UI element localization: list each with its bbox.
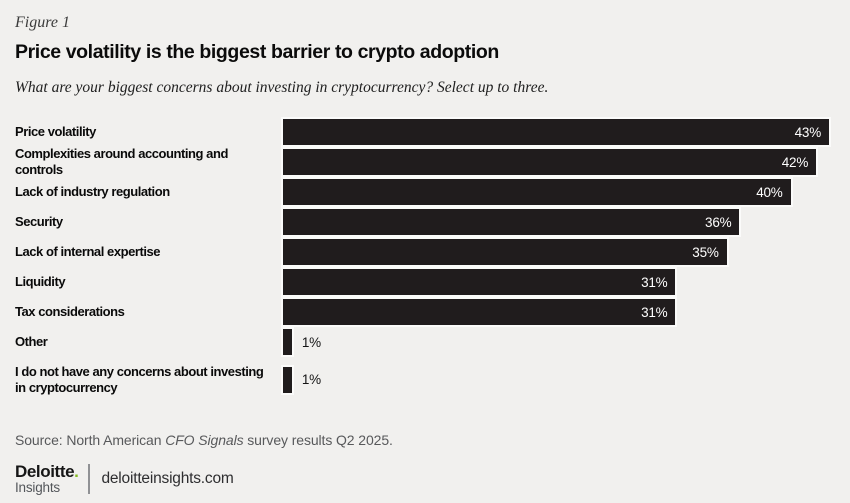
bar-category-label: Price volatility: [15, 124, 96, 140]
bar-value-label: 31%: [641, 274, 668, 290]
bar-value-label: 35%: [692, 244, 719, 260]
deloitte-insights-logo: Deloitte. Insights: [15, 462, 79, 496]
logo-divider: [88, 464, 91, 495]
chart-row: Lack of internal expertise 35%: [15, 237, 831, 267]
website-link[interactable]: deloitteinsights.com: [101, 470, 234, 488]
bar-value-label: 1%: [301, 372, 321, 387]
source-publication: CFO Signals: [165, 432, 244, 448]
bar-category-label: Liquidity: [15, 274, 66, 290]
chart-row: Complexities around accounting and contr…: [15, 146, 831, 177]
chart-row: Security 36%: [15, 207, 831, 237]
logo-wordmark: Deloitte.: [15, 462, 79, 481]
bar-area: 36%: [281, 207, 831, 237]
bar: 40%: [281, 177, 793, 207]
bar: [281, 327, 294, 357]
bar-value-label: 36%: [705, 214, 732, 230]
bar-value-label: 42%: [781, 154, 809, 170]
bar: [281, 364, 294, 395]
bar-area: 1%: [281, 327, 831, 357]
bar-chart: Price volatility 43% Complexities around a…: [15, 117, 831, 402]
bar-category-label: Complexities around accounting and contr…: [15, 146, 228, 177]
bar-value-label: 43%: [794, 124, 822, 140]
bar: 31%: [281, 297, 678, 327]
bar-area: 40%: [281, 177, 831, 207]
bar: 42%: [281, 147, 819, 177]
bar: 36%: [281, 207, 742, 237]
footer: Deloitte. Insights deloitteinsights.com: [15, 463, 831, 496]
bar-value-label: 1%: [301, 334, 321, 350]
bar-area: 1%: [281, 357, 831, 402]
source-prefix: Source: North American: [15, 432, 166, 448]
source-suffix: survey results Q2 2025.: [243, 432, 393, 448]
chart-row: Tax considerations 31%: [15, 297, 831, 327]
bar: 35%: [281, 237, 729, 267]
logo-green-dot: .: [74, 462, 79, 481]
bar-category-label: I do not have any concerns about investi…: [15, 363, 264, 395]
bar-value-label: 40%: [756, 184, 783, 200]
figure-label: Figure 1: [15, 14, 70, 31]
source-note: Source: North American CFO Signals surve…: [15, 432, 831, 448]
logo-insights-text: Insights: [15, 480, 60, 495]
bar-value-label: 31%: [641, 304, 668, 320]
chart-row: Other 1%: [15, 327, 831, 357]
bar-category-label: Lack of internal expertise: [15, 244, 161, 260]
logo-deloitte-text: Deloitte: [15, 462, 75, 481]
bar-category-label: Security: [15, 214, 63, 230]
chart-row: Price volatility 43%: [15, 117, 831, 147]
chart-row: I do not have any concerns about investi…: [15, 357, 831, 402]
chart-row: Lack of industry regulation 40%: [15, 177, 831, 207]
bar-area: 35%: [281, 237, 831, 267]
bar-category-label: Tax considerations: [15, 304, 125, 320]
chart-row: Liquidity 31%: [15, 267, 831, 297]
bar-category-label: Lack of industry regulation: [15, 184, 170, 200]
chart-title: Price volatility is the biggest barrier …: [15, 41, 499, 63]
bar-area: 31%: [281, 267, 831, 297]
chart-subtitle: What are your biggest concerns about inv…: [15, 79, 549, 96]
bar-area: 42%: [281, 147, 831, 177]
bar: 43%: [281, 117, 831, 147]
bar: 31%: [281, 267, 678, 297]
bar-area: 31%: [281, 297, 831, 327]
bar-area: 43%: [281, 117, 831, 147]
bar-category-label: Other: [15, 334, 48, 350]
